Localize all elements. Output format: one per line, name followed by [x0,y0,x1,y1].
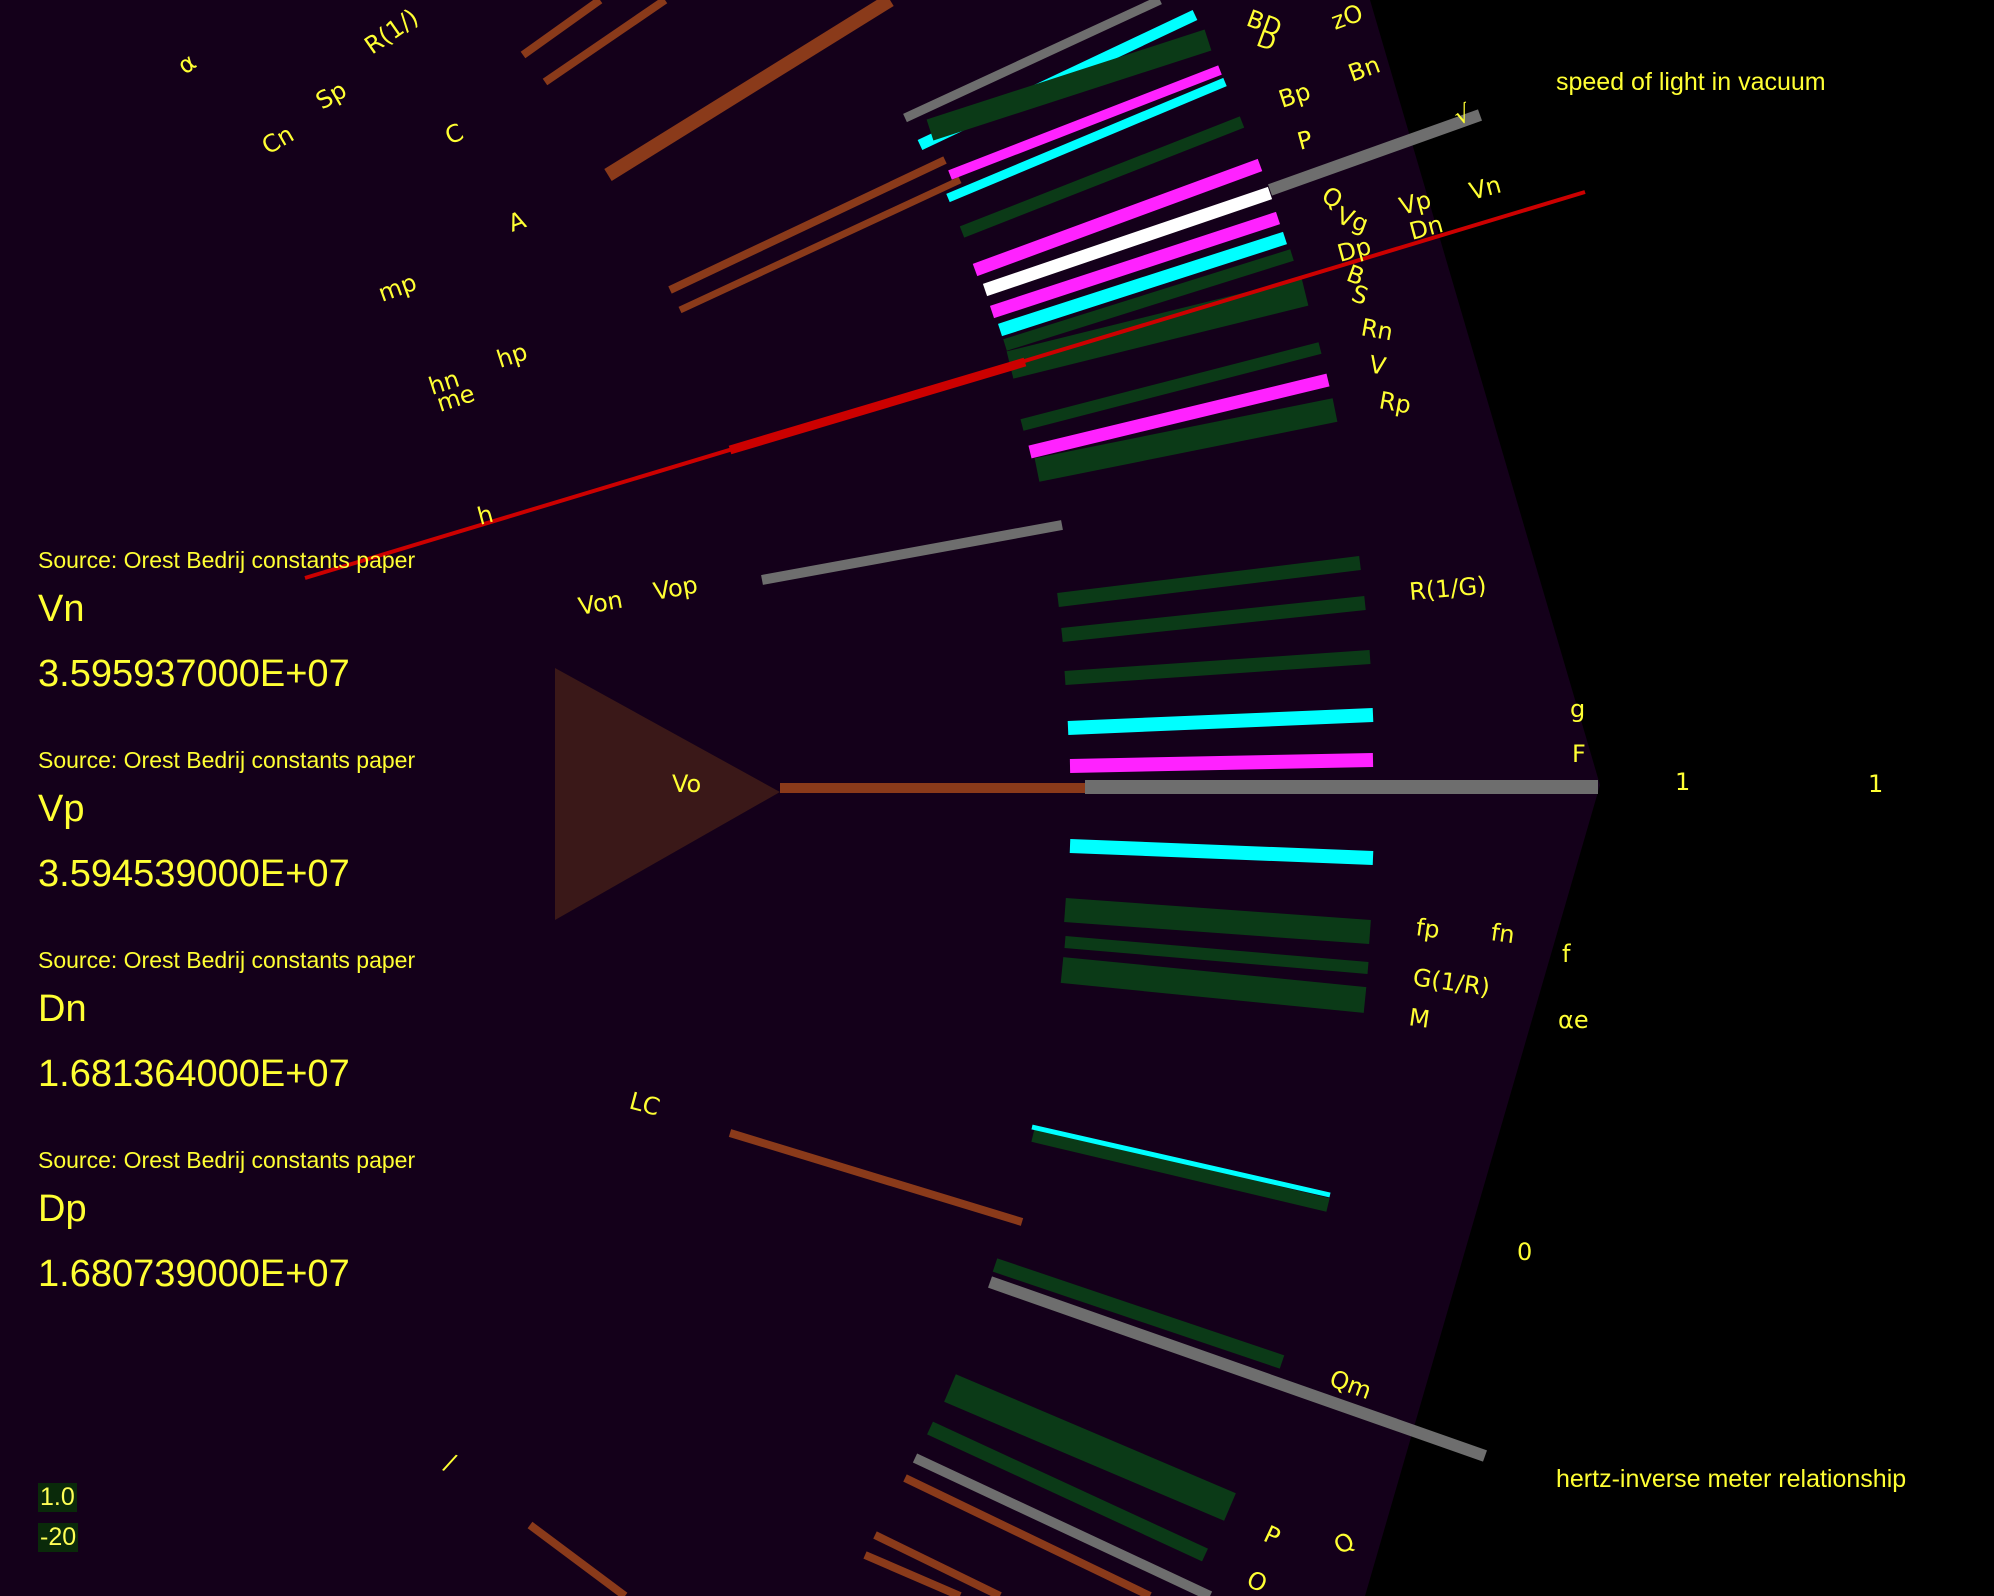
info-source: Source: Orest Bedrij constants paper [38,747,416,773]
info-value: 3.594539000E+07 [38,853,350,895]
brown-ray[interactable] [520,0,603,59]
brown-ray[interactable] [542,0,668,86]
green-bar[interactable] [1003,249,1294,351]
constant-label[interactable]: Rn [1359,313,1395,346]
zoom-level[interactable]: 1.0 [38,1483,77,1512]
green-bar[interactable] [926,29,1212,141]
constant-label[interactable]: Vo [672,770,701,798]
info-name: Dn [38,988,87,1030]
gray-bar[interactable] [988,1276,1487,1462]
magenta-bar[interactable] [1069,753,1374,773]
green-bar[interactable] [927,1421,1208,1562]
fan-region [0,0,1600,1596]
gray-bar[interactable] [1267,109,1483,196]
cyan-bar[interactable] [1069,839,1374,865]
white-bar[interactable] [982,186,1273,297]
constant-label[interactable]: 0 [1517,1238,1532,1266]
green-bar[interactable] [1064,650,1371,685]
constant-label[interactable]: fn [1489,918,1516,949]
constant-label[interactable]: P [1294,125,1315,156]
top-right-constant-title: speed of light in vacuum [1556,68,1826,96]
green-bar[interactable] [944,1374,1236,1521]
info-name: Vp [38,788,85,830]
brown-ray[interactable] [863,1551,962,1596]
info-panel-dp: Source: Orest Bedrij constants paper Dp … [38,1147,415,1296]
info-panel-vp: Source: Orest Bedrij constants paper Vp … [38,747,415,896]
green-bar[interactable] [959,116,1245,238]
cyan-bar[interactable] [1067,708,1374,735]
cyan-bar[interactable] [946,77,1227,203]
info-source: Source: Orest Bedrij constants paper [38,947,416,973]
constant-label[interactable]: Rp [1377,386,1413,419]
green-bar[interactable] [1064,936,1369,974]
green-bar[interactable] [1057,556,1361,607]
gray-bar[interactable] [761,520,1063,585]
info-value: 3.595937000E+07 [38,653,350,695]
green-bar[interactable] [992,1258,1285,1369]
exponent-level[interactable]: -20 [38,1523,79,1552]
magenta-bar[interactable] [989,211,1281,319]
constant-label[interactable]: 1 [1675,768,1690,796]
green-bar[interactable] [1060,957,1367,1013]
cyan-bar[interactable] [1031,1124,1331,1198]
brown-ray[interactable] [527,1521,628,1596]
constant-label[interactable]: αe [1558,1006,1589,1034]
green-bar[interactable] [1034,398,1338,482]
brown-ray[interactable] [728,1129,1024,1226]
info-name: Vn [38,588,85,630]
green-bar[interactable] [1031,1128,1330,1212]
constant-label[interactable]: g [1570,695,1585,723]
brown-ray[interactable] [873,1531,1002,1596]
brown-ray[interactable] [903,1474,1152,1596]
red-ray[interactable] [728,357,1027,455]
bottom-right-constant-title: hertz-inverse meter relationship [1556,1465,1907,1493]
green-bar[interactable] [1064,898,1371,944]
constant-label[interactable]: f [1562,940,1571,968]
info-panel-vn: Source: Orest Bedrij constants paper Vn … [38,547,415,696]
gray-bar[interactable] [912,1453,1213,1596]
brown-ray[interactable] [678,176,962,314]
constant-label[interactable]: 1 [1868,770,1883,798]
origin-triangle-icon[interactable] [555,668,780,920]
green-bar[interactable] [1006,278,1309,379]
constant-label[interactable]: h [474,500,496,531]
magenta-bar[interactable] [948,65,1222,180]
cyan-bar[interactable] [998,231,1287,337]
magenta-bar[interactable] [1028,373,1330,459]
constant-label[interactable]: V [1367,350,1389,381]
gray-bar[interactable] [903,0,1162,123]
constant-label[interactable]: M [1407,1003,1431,1034]
info-panel-dn: Source: Orest Bedrij constants paper Dn … [38,947,415,1096]
green-bar[interactable] [1020,342,1322,431]
magenta-bar[interactable] [972,158,1263,277]
constant-bars [304,0,1598,1596]
info-name: Dp [38,1188,87,1230]
constant-label[interactable]: fp [1414,913,1441,944]
green-bar[interactable] [1061,596,1366,642]
brown-ray[interactable] [668,156,947,294]
info-value: 1.680739000E+07 [38,1253,350,1295]
info-value: 1.681364000E+07 [38,1053,350,1095]
constant-label[interactable]: F [1572,740,1586,768]
info-source: Source: Orest Bedrij constants paper [38,1147,416,1173]
constant-label[interactable]: R(1/G) [1408,571,1488,606]
info-source: Source: Orest Bedrij constants paper [38,547,416,573]
brown-ray[interactable] [604,0,894,181]
